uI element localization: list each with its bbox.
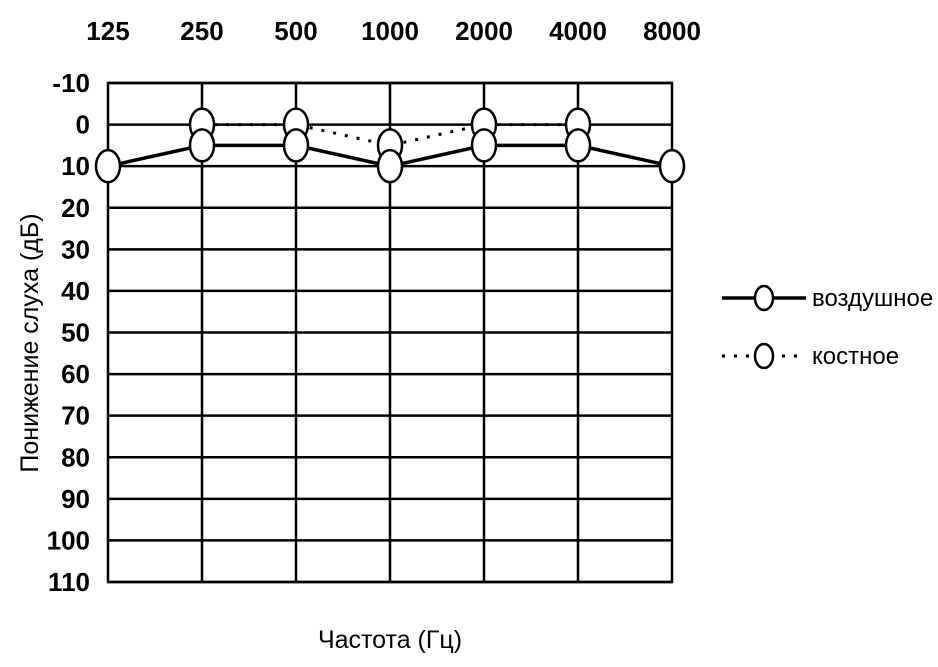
y-tick-label: 50 (61, 318, 90, 348)
y-tick-label: 0 (76, 110, 90, 140)
y-tick-label: 40 (61, 276, 90, 306)
x-tick-label: 8000 (643, 16, 701, 46)
y-tick-label: 110 (48, 567, 90, 597)
x-tick-label: 1000 (361, 16, 419, 46)
legend: воздушное костное (722, 284, 933, 370)
y-tick-label: 30 (61, 234, 90, 264)
data-point-air (564, 128, 592, 163)
y-tick-label: -10 (52, 68, 90, 98)
legend-marker-1 (753, 342, 775, 370)
y-tick-label: 100 (47, 525, 90, 555)
y-tick-label: 20 (61, 193, 90, 223)
legend-label-1: костное (812, 343, 899, 370)
x-tick-label: 125 (86, 16, 129, 46)
x-tick-label: 4000 (549, 16, 607, 46)
series-layer (94, 107, 686, 184)
y-tick-label: 10 (61, 151, 90, 181)
series-line-bone (202, 123, 578, 147)
data-point-air (658, 148, 686, 184)
data-point-air (376, 148, 404, 184)
y-tick-label: 80 (61, 442, 90, 472)
y-tick-label: 70 (61, 401, 90, 431)
x-axis-title: Частота (Гц) (318, 626, 462, 654)
data-point-air (282, 128, 310, 163)
y-tick-labels: -10 0 10 20 30 40 50 60 70 80 90 100 110 (47, 68, 90, 597)
data-point-air (94, 148, 122, 184)
data-point-air (470, 128, 498, 163)
grid (106, 81, 674, 584)
x-tick-label: 2000 (455, 16, 513, 46)
x-tick-label: 250 (180, 16, 223, 46)
x-tick-label: 500 (274, 16, 317, 46)
x-tick-labels: 125 250 500 1000 2000 4000 8000 (86, 16, 701, 46)
y-tick-label: 90 (61, 484, 90, 514)
data-point-air (188, 128, 216, 163)
legend-marker-0 (753, 284, 775, 312)
y-tick-label: 60 (61, 359, 90, 389)
y-axis-title: Понижение слуха (дБ) (16, 213, 44, 472)
legend-label-0: воздушное (812, 285, 933, 312)
